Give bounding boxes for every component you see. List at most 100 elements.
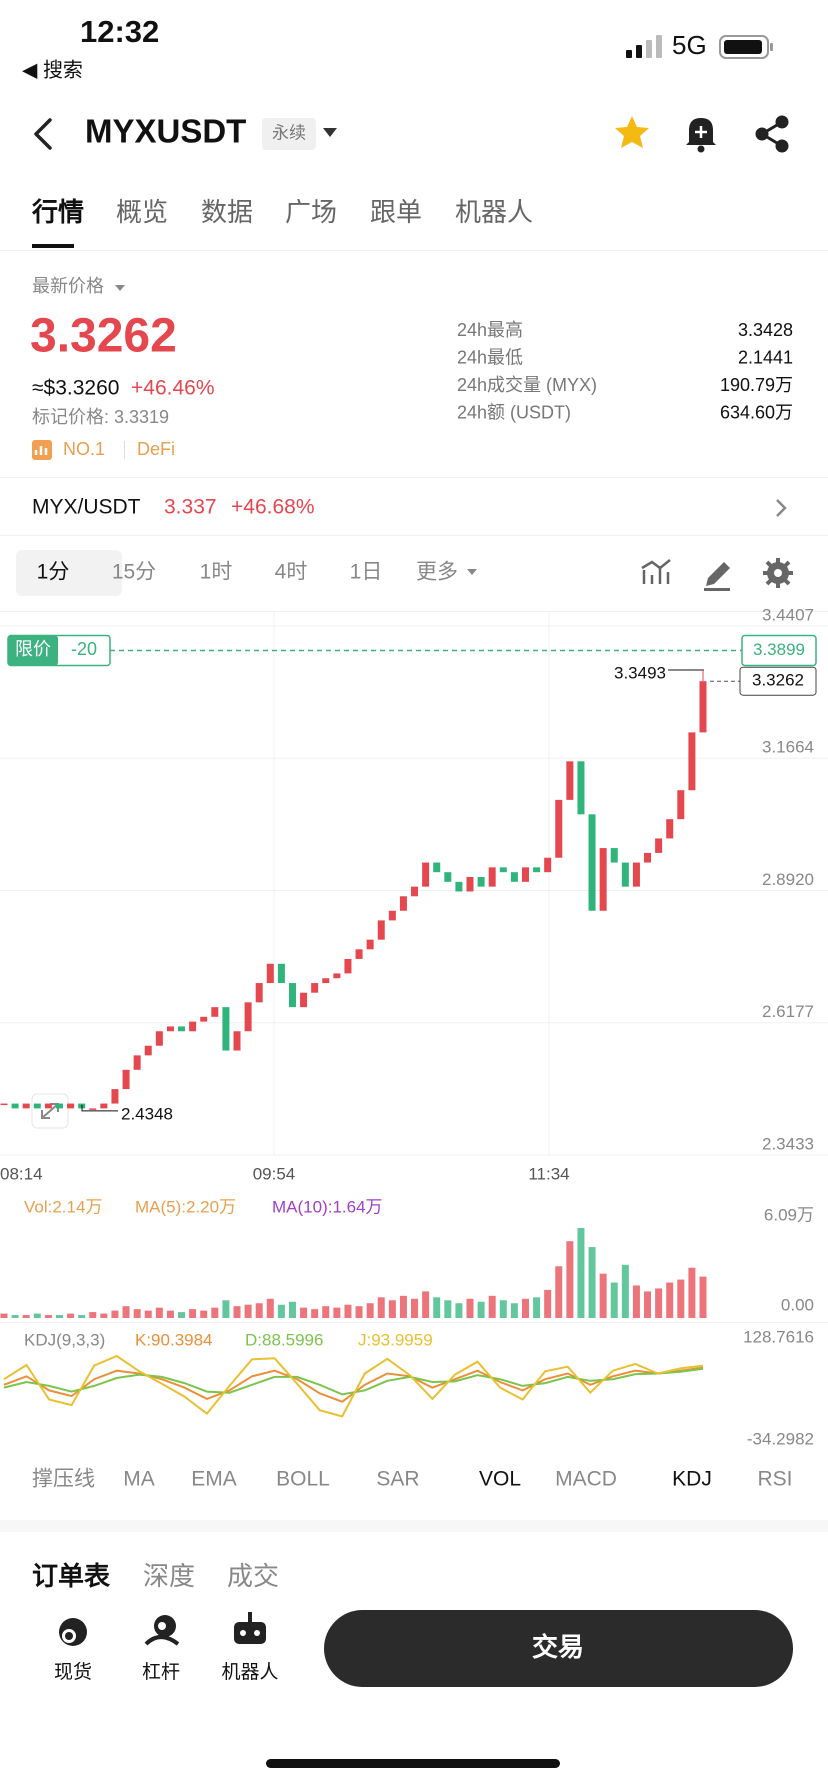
bottom-nav-label[interactable]: 现货	[54, 1661, 92, 1683]
candle	[477, 877, 485, 887]
candle	[699, 681, 707, 733]
tab[interactable]: 概览	[116, 197, 168, 227]
volume-bar	[533, 1297, 541, 1318]
volume-legend: MA(5):2.20万	[135, 1197, 236, 1216]
candle	[255, 983, 263, 1003]
candle	[322, 978, 330, 984]
indicator-tab[interactable]: MA	[123, 1468, 155, 1491]
indicator-tab[interactable]: BOLL	[276, 1468, 330, 1491]
settings-icon[interactable]	[763, 558, 793, 588]
indicator-tab[interactable]: 撑压线	[32, 1468, 95, 1491]
tab[interactable]: 跟单	[370, 197, 422, 227]
expand-button[interactable]	[31, 1093, 69, 1129]
candle	[466, 877, 474, 892]
timeframe-selected-bg	[16, 550, 122, 596]
candle	[644, 852, 652, 863]
indicator-tab[interactable]: SAR	[376, 1468, 419, 1491]
divider	[0, 477, 828, 478]
indicator-tab[interactable]: KDJ	[672, 1468, 712, 1491]
tab[interactable]: 数据	[201, 197, 253, 227]
timeframe[interactable]: 4时	[275, 561, 308, 584]
y-tick-label: 2.6177	[762, 1002, 814, 1021]
volume-bar	[233, 1306, 241, 1318]
rank: NO.1	[63, 439, 105, 459]
candle	[11, 1103, 19, 1109]
order-tab[interactable]: 深度	[143, 1561, 195, 1591]
candle	[222, 1007, 230, 1051]
volume-bar	[577, 1228, 585, 1318]
indicator-tab[interactable]: RSI	[757, 1468, 792, 1491]
share-icon[interactable]	[755, 115, 789, 153]
volume-bar	[621, 1264, 629, 1318]
candle	[233, 1031, 241, 1051]
tab-underline	[32, 244, 74, 248]
robot-icon[interactable]	[234, 1612, 266, 1644]
candle	[666, 819, 674, 839]
dropdown-icon[interactable]	[467, 569, 477, 575]
volume-bar	[178, 1312, 186, 1318]
bottom-nav-label[interactable]: 杠杆	[142, 1661, 180, 1683]
volume-bar	[244, 1304, 252, 1318]
kdj-line	[3, 1367, 704, 1396]
candle	[333, 973, 341, 979]
high-label: 3.3493	[614, 664, 666, 683]
bottom-nav-label[interactable]: 机器人	[221, 1661, 278, 1683]
back-button[interactable]	[34, 118, 52, 150]
spot-icon[interactable]	[59, 1618, 87, 1646]
volume-bar	[333, 1307, 341, 1318]
tab[interactable]: 广场	[285, 197, 337, 227]
draw-icon[interactable]	[704, 562, 730, 591]
chevron[interactable]	[776, 499, 787, 517]
dropdown-icon[interactable]	[115, 285, 125, 291]
candle	[122, 1069, 130, 1090]
timeframe[interactable]: 更多	[416, 561, 458, 584]
stat-value: 634.60万	[720, 402, 793, 422]
indicator-icon[interactable]	[641, 559, 671, 584]
order-tab[interactable]: 成交	[227, 1561, 279, 1591]
timeframe[interactable]: 15分	[112, 561, 156, 584]
chart-border	[0, 611, 828, 612]
candle	[178, 1026, 186, 1032]
indicator-tab[interactable]: EMA	[191, 1468, 237, 1491]
volume-bar	[644, 1291, 652, 1318]
volume-bar	[22, 1315, 30, 1318]
tab[interactable]: 行情	[31, 197, 84, 227]
candle	[22, 1103, 30, 1109]
volume-bar	[510, 1303, 518, 1318]
price-change: +46.46%	[131, 377, 215, 400]
tab[interactable]: 机器人	[455, 197, 533, 227]
timeframe[interactable]: 1分	[37, 561, 70, 584]
limit-label: 限价	[15, 639, 51, 659]
volume-bar	[144, 1310, 152, 1318]
candle	[499, 867, 507, 873]
volume-bar	[566, 1241, 574, 1318]
trade-button-label[interactable]: 交易	[532, 1632, 584, 1662]
trade-button[interactable]	[324, 1610, 793, 1687]
order-tab[interactable]: 订单表	[32, 1561, 111, 1591]
limit-tag-label-bg	[8, 635, 58, 666]
indicator-tab[interactable]: VOL	[479, 1468, 521, 1491]
indicator-tab[interactable]: MACD	[555, 1468, 617, 1491]
usd-price: ≈$3.3260	[32, 377, 119, 400]
dropdown-icon[interactable]	[323, 128, 337, 137]
candle	[422, 862, 430, 887]
candle	[288, 983, 296, 1008]
candle	[566, 761, 574, 800]
timeframe[interactable]: 1日	[350, 561, 383, 584]
candle	[277, 963, 285, 984]
back-to-search[interactable]: ◀ 搜索	[22, 58, 83, 81]
alert-icon[interactable]	[686, 118, 716, 153]
favorite-icon[interactable]	[615, 116, 649, 148]
candle	[677, 790, 685, 820]
volume-bar	[632, 1285, 640, 1318]
volume-bar	[399, 1295, 407, 1318]
limit-price: 3.3899	[753, 640, 805, 659]
timeframe[interactable]: 1时	[200, 561, 233, 584]
candle	[588, 814, 596, 911]
volume-bar	[366, 1303, 374, 1318]
candle	[555, 799, 563, 858]
margin-icon[interactable]	[144, 1615, 180, 1646]
volume-bar	[466, 1298, 474, 1318]
candle	[300, 992, 308, 1008]
rank-icon	[32, 440, 52, 460]
